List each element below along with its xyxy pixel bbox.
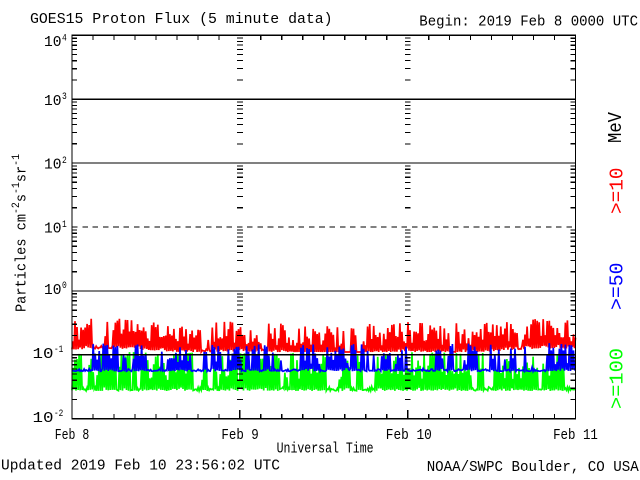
svg-text:10: 10 bbox=[33, 345, 54, 363]
svg-text:-1: -1 bbox=[54, 345, 63, 356]
svg-text:Begin: 2019 Feb 8 0000 UTC: Begin: 2019 Feb 8 0000 UTC bbox=[419, 12, 638, 30]
svg-text:Feb 9: Feb 9 bbox=[221, 426, 258, 444]
svg-text:NOAA/SWPC Boulder, CO USA: NOAA/SWPC Boulder, CO USA bbox=[427, 458, 640, 476]
svg-text:Feb 10: Feb 10 bbox=[386, 426, 432, 444]
svg-text:10: 10 bbox=[44, 220, 62, 238]
svg-text:2: 2 bbox=[62, 156, 67, 167]
svg-text:Universal Time: Universal Time bbox=[277, 440, 374, 458]
svg-text:-2: -2 bbox=[54, 409, 63, 420]
svg-text:MeV: MeV bbox=[605, 111, 627, 143]
svg-text:>=10: >=10 bbox=[607, 168, 629, 215]
svg-text:>=50: >=50 bbox=[607, 263, 629, 311]
svg-text:10: 10 bbox=[44, 92, 62, 110]
svg-text:10: 10 bbox=[44, 281, 62, 299]
svg-text:Particles cm-2s-1sr-1: Particles cm-2s-1sr-1 bbox=[11, 154, 31, 312]
svg-text:>=100: >=100 bbox=[607, 348, 629, 409]
svg-text:3: 3 bbox=[62, 92, 67, 103]
svg-text:Feb 8: Feb 8 bbox=[55, 426, 90, 444]
svg-text:Updated 2019 Feb 10 23:56:02 U: Updated 2019 Feb 10 23:56:02 UTC bbox=[1, 457, 280, 475]
svg-text:10: 10 bbox=[33, 409, 54, 427]
svg-text:4: 4 bbox=[62, 33, 67, 44]
svg-text:10: 10 bbox=[44, 33, 62, 51]
svg-text:0: 0 bbox=[62, 281, 67, 292]
svg-text:1: 1 bbox=[62, 220, 67, 231]
svg-text:Feb 11: Feb 11 bbox=[553, 426, 598, 444]
svg-text:GOES15 Proton Flux (5 minute d: GOES15 Proton Flux (5 minute data) bbox=[30, 10, 333, 28]
svg-text:10: 10 bbox=[44, 156, 62, 174]
